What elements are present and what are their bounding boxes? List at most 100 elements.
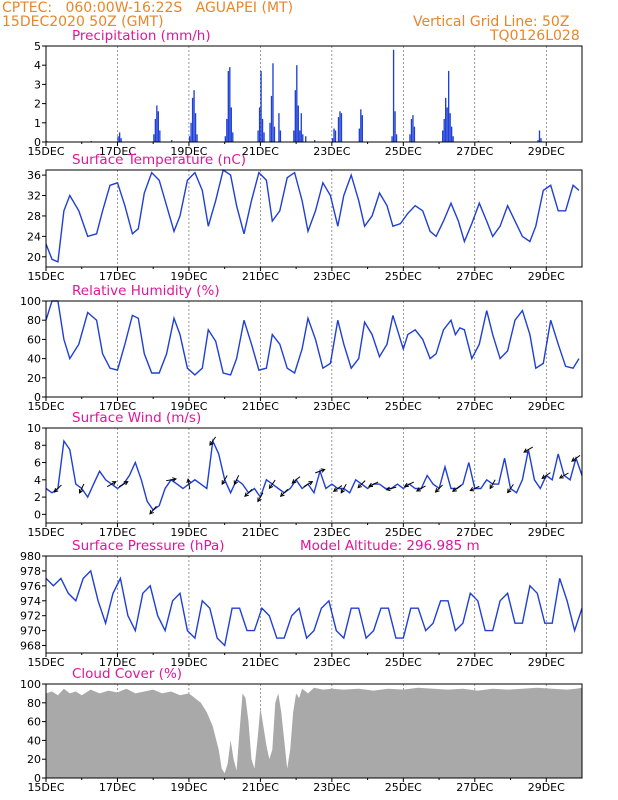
temp-xtick-label: 21DEC — [242, 270, 279, 283]
temp-ytick-label: 36 — [27, 169, 41, 182]
wind-arrow — [315, 468, 326, 474]
rh-ytick-label: 40 — [27, 353, 41, 366]
pressure-ytick-label: 972 — [20, 610, 41, 623]
wind-arrow — [507, 484, 514, 494]
pressure-xtick-label: 17DEC — [99, 656, 136, 669]
precip-bar — [260, 70, 262, 142]
temp-frame — [45, 169, 583, 268]
wind-arrow-shaft — [435, 484, 443, 493]
wind-arrow-head — [385, 486, 391, 492]
wind-arrow-shaft — [79, 483, 85, 494]
precip-xtick-label: 17DEC — [99, 145, 136, 158]
wind-arrow — [221, 475, 228, 486]
wind-arrow — [340, 483, 347, 494]
wind-arrow-shaft — [166, 478, 177, 482]
rh-xtick-label: 23DEC — [313, 400, 350, 413]
wind-arrow — [541, 472, 551, 479]
wind-arrow — [303, 481, 314, 488]
pressure-xtick-label: 19DEC — [170, 656, 207, 669]
precip-bar — [450, 126, 453, 142]
wind-arrow — [469, 485, 480, 492]
cloud-xtick-label: 19DEC — [170, 781, 207, 794]
temp-ytick-label: 24 — [27, 230, 41, 243]
header-code: TQ0126L028 — [490, 28, 580, 44]
rh-series-line — [45, 300, 580, 376]
wind-arrow-shaft — [452, 485, 462, 492]
wind-arrow — [523, 446, 533, 453]
rh-panel: 0 20 40 60 80 100 15DEC 17DEC 19DEC 21DEC 23DEC 25D… — [20, 283, 583, 413]
precip-bar — [334, 130, 337, 142]
wind-arrow-shaft — [303, 481, 313, 488]
precip-bar — [154, 118, 157, 142]
cloud-xtick-label: 17DEC — [99, 781, 136, 794]
wind-arrow-head — [172, 477, 178, 482]
rh-xtick-label: 15DEC — [27, 400, 64, 413]
wind-arrow-head — [244, 492, 249, 498]
pressure-ytick-label: 978 — [20, 565, 41, 578]
wind-xtick-label: 19DEC — [170, 526, 207, 539]
precip-bar — [156, 105, 158, 142]
wind-xtick-label: 29DEC — [528, 526, 565, 539]
precip-bar — [537, 140, 539, 142]
wind-arrow — [571, 454, 581, 462]
wind-ytick-label: 2 — [34, 491, 41, 504]
wind-arrow — [149, 505, 157, 515]
pressure-ytick-label: 980 — [20, 550, 41, 563]
wind-ytick-label: 6 — [34, 457, 41, 470]
wind-arrow-head — [357, 483, 363, 489]
temp-xtick-label: 23DEC — [313, 270, 350, 283]
wind-arrow — [244, 488, 253, 498]
wind-arrow-shaft — [257, 492, 264, 502]
wind-arrow-head — [368, 482, 374, 488]
precip-bar — [269, 122, 271, 142]
wind-arrow-head — [123, 481, 129, 486]
wind-arrow-shaft — [340, 483, 347, 494]
precip-xtick-label: 15DEC — [27, 145, 64, 158]
wind-arrow-head — [469, 487, 475, 492]
precip-bar — [257, 130, 259, 142]
wind-arrow — [257, 492, 264, 503]
precip-bar — [159, 130, 161, 142]
rh-ytick-label: 60 — [27, 333, 41, 346]
wind-arrow — [118, 481, 129, 488]
wind-arrow-shaft — [291, 476, 301, 484]
wind-arrow-head — [489, 484, 494, 490]
precip-bar — [153, 134, 155, 142]
rh-xtick-label: 27DEC — [456, 400, 493, 413]
wind-xtick-label: 25DEC — [385, 526, 422, 539]
wind-arrow-shaft — [523, 446, 533, 453]
precip-bar — [314, 140, 316, 142]
precip-bar — [442, 130, 444, 142]
precip-bar — [229, 67, 231, 142]
precip-bar — [263, 132, 265, 142]
precip-bar — [294, 90, 296, 142]
precip-bar — [452, 136, 454, 142]
precip-bar — [272, 63, 274, 142]
precip-bar — [446, 107, 448, 142]
precip-bar — [194, 113, 197, 142]
wind-arrow-head — [434, 488, 440, 493]
pressure-xtick-label: 23DEC — [313, 656, 350, 669]
rh-xtick-label: 17DEC — [99, 400, 136, 413]
precip-bar — [188, 136, 191, 142]
wind-arrow-shaft — [470, 485, 480, 492]
precip-bar — [302, 134, 304, 142]
pressure-series-line — [45, 569, 583, 647]
wind-arrow-head — [186, 478, 191, 484]
precip-bar — [394, 111, 396, 142]
wind-arrow — [451, 485, 462, 492]
cloud-ytick-label: 20 — [27, 753, 41, 766]
precip-ytick-label: 3 — [34, 78, 41, 91]
wind-arrow-shaft — [368, 481, 379, 487]
wind-arrow — [489, 479, 496, 490]
cloud-ytick-label: 100 — [20, 678, 41, 691]
precip-bar — [278, 113, 280, 142]
wind-arrow-shaft — [357, 480, 366, 489]
wind-arrow-shaft — [269, 479, 276, 489]
wind-arrow-shaft — [507, 484, 514, 493]
rh-xtick-label: 19DEC — [170, 400, 207, 413]
precip-bar — [273, 126, 276, 142]
precip-panel: 0 1 2 3 4 5 15DEC 17DEC 19DEC 21DEC 23DEC 25DEC 27DE… — [27, 28, 583, 158]
wind-arrow-shaft — [54, 484, 62, 493]
precip-bar — [443, 118, 445, 142]
